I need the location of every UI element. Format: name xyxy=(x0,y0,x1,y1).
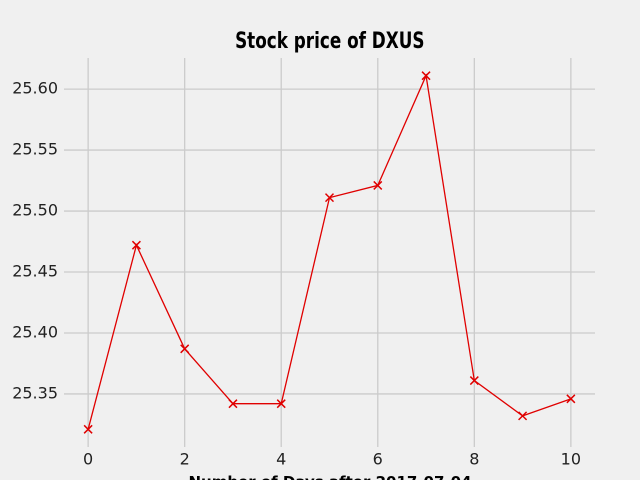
y-tick-label: 25.50 xyxy=(12,201,58,220)
data-point xyxy=(373,180,383,190)
data-point xyxy=(83,424,93,434)
x-tick-label: 10 xyxy=(561,450,581,469)
data-point xyxy=(228,399,238,409)
x-axis-label: Number of Days after 2017-07-04 xyxy=(188,473,471,480)
data-point xyxy=(421,71,431,81)
x-tick-label: 4 xyxy=(276,450,286,469)
y-tick-label: 25.35 xyxy=(12,383,58,402)
y-tick-label: 25.40 xyxy=(12,322,58,341)
data-point xyxy=(469,376,479,386)
data-point xyxy=(276,399,286,409)
series-line xyxy=(87,73,572,430)
y-tick-label: 25.60 xyxy=(12,79,58,98)
data-point xyxy=(180,344,190,354)
y-tick-label: 25.45 xyxy=(12,262,58,281)
data-point xyxy=(131,240,141,250)
x-tick-label: 6 xyxy=(373,450,383,469)
x-tick-label: 0 xyxy=(83,450,93,469)
x-tick-label: 8 xyxy=(469,450,479,469)
data-point xyxy=(518,411,528,421)
chart-title: Stock price of DXUS xyxy=(235,28,424,54)
data-point xyxy=(324,193,335,203)
data-point xyxy=(566,394,576,404)
x-tick-label: 2 xyxy=(180,450,190,469)
y-tick-label: 25.55 xyxy=(12,140,58,159)
